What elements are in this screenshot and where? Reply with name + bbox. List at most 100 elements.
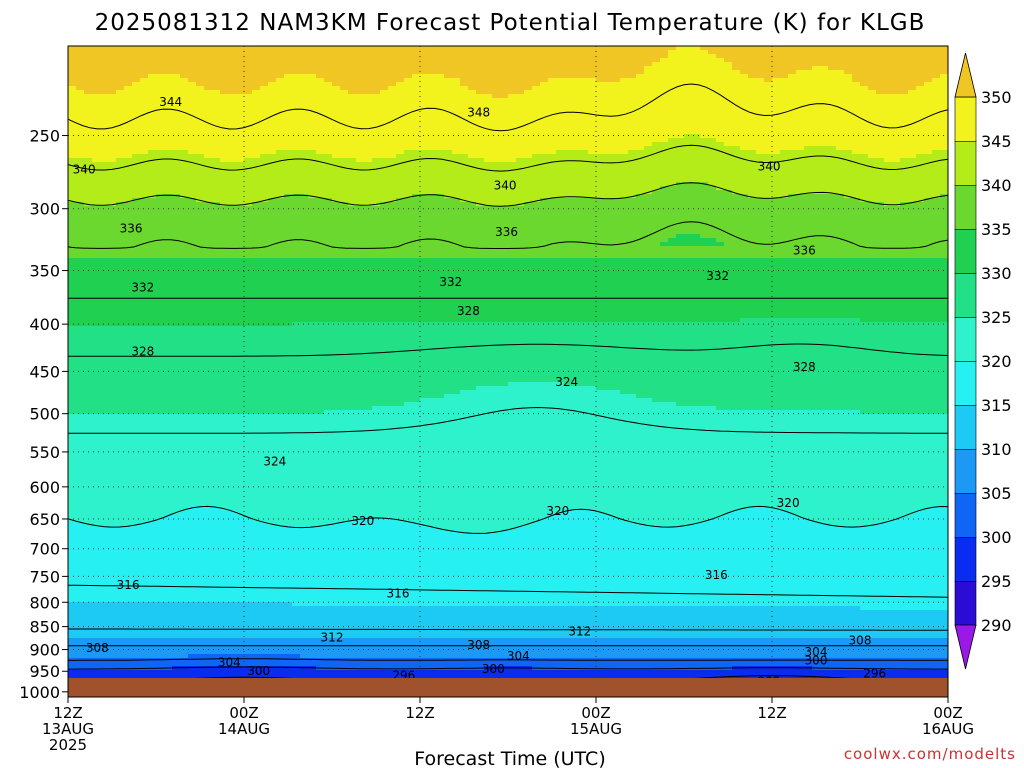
contour-band-cell <box>196 434 205 439</box>
contour-band-cell <box>140 550 149 555</box>
contour-band-cell <box>260 622 269 627</box>
contour-band-cell <box>236 302 245 307</box>
contour-band-cell <box>132 114 141 119</box>
contour-band-cell <box>188 390 197 395</box>
contour-band-cell <box>268 670 277 675</box>
contour-band-cell <box>260 598 269 603</box>
contour-band-cell <box>172 534 181 539</box>
contour-band-cell <box>76 66 85 71</box>
contour-band-cell <box>188 422 197 427</box>
contour-band-cell <box>172 514 181 519</box>
contour-band-cell <box>196 86 205 91</box>
contour-band-cell <box>124 326 133 331</box>
contour-band-cell <box>172 598 181 603</box>
contour-band-cell <box>140 238 149 243</box>
contour-band-cell <box>300 410 309 415</box>
contour-band-cell <box>76 358 85 363</box>
contour-band-cell <box>292 278 301 283</box>
contour-band-cell <box>76 46 85 51</box>
contour-band-cell <box>108 598 117 603</box>
contour-band-cell <box>76 386 85 391</box>
contour-band-cell <box>268 626 277 631</box>
contour-band-cell <box>92 74 101 79</box>
contour-band-cell <box>76 286 85 291</box>
contour-band-cell <box>292 122 301 127</box>
contour-band-cell <box>156 446 165 451</box>
contour-band-cell <box>284 162 293 167</box>
contour-band-cell <box>196 170 205 175</box>
contour-band-cell <box>92 586 101 591</box>
contour-band-cell <box>148 306 157 311</box>
contour-band-cell <box>228 270 237 275</box>
contour-band-cell <box>316 354 325 359</box>
contour-band-cell <box>316 150 325 155</box>
contour-band-cell <box>316 382 325 387</box>
contour-band-cell <box>124 118 133 123</box>
contour-band-cell <box>124 618 133 623</box>
contour-band-cell <box>228 318 237 323</box>
contour-band-cell <box>180 606 189 611</box>
contour-band-cell <box>300 66 309 71</box>
contour-band-cell <box>220 454 229 459</box>
contour-band-cell <box>204 162 213 167</box>
contour-band-cell <box>164 374 173 379</box>
contour-band-cell <box>188 666 197 671</box>
contour-band-cell <box>204 150 213 155</box>
contour-band-cell <box>220 670 229 675</box>
contour-band-cell <box>292 438 301 443</box>
contour-band-cell <box>276 558 285 563</box>
contour-band-cell <box>308 238 317 243</box>
contour-band-cell <box>244 666 253 671</box>
contour-band-cell <box>276 94 285 99</box>
contour-band-cell <box>188 246 197 251</box>
contour-band-cell <box>140 338 149 343</box>
contour-band-cell <box>164 74 173 79</box>
contour-band-cell <box>300 190 309 195</box>
contour-band-cell <box>92 494 101 499</box>
contour-band-cell <box>212 254 221 259</box>
contour-band-cell <box>204 382 213 387</box>
contour-band-cell <box>212 210 221 215</box>
contour-band-cell <box>172 246 181 251</box>
contour-band-cell <box>244 438 253 443</box>
contour-band-cell <box>108 70 117 75</box>
contour-band-cell <box>188 294 197 299</box>
contour-band-cell <box>260 578 269 583</box>
contour-band-cell <box>220 314 229 319</box>
contour-band-cell <box>228 630 237 635</box>
contour-band-cell <box>108 410 117 415</box>
contour-band-cell <box>76 54 85 59</box>
contour-band-cell <box>100 518 109 523</box>
contour-band-cell <box>228 62 237 67</box>
contour-band-cell <box>260 494 269 499</box>
contour-band-cell <box>292 342 301 347</box>
contour-band-cell <box>244 214 253 219</box>
contour-band-cell <box>228 450 237 455</box>
contour-band-cell <box>204 142 213 147</box>
contour-band-cell <box>180 650 189 655</box>
contour-band-cell <box>204 594 213 599</box>
contour-band-cell <box>148 430 157 435</box>
contour-band-cell <box>92 46 101 51</box>
contour-band-cell <box>292 394 301 399</box>
contour-band-cell <box>108 290 117 295</box>
contour-band-cell <box>220 486 229 491</box>
contour-band-cell <box>292 406 301 411</box>
contour-band-cell <box>156 466 165 471</box>
contour-band-cell <box>140 610 149 615</box>
contour-band-cell <box>92 446 101 451</box>
contour-band-cell <box>308 534 317 539</box>
contour-band-cell <box>204 422 213 427</box>
contour-band-cell <box>308 190 317 195</box>
contour-band-cell <box>284 330 293 335</box>
contour-band-cell <box>316 318 325 323</box>
contour-band-cell <box>124 610 133 615</box>
contour-band-cell <box>284 398 293 403</box>
contour-band-cell <box>92 378 101 383</box>
contour-band-cell <box>188 470 197 475</box>
contour-band-cell <box>284 630 293 635</box>
contour-band-cell <box>244 618 253 623</box>
contour-band-cell <box>212 558 221 563</box>
contour-band-cell <box>172 282 181 287</box>
contour-band-cell <box>132 302 141 307</box>
